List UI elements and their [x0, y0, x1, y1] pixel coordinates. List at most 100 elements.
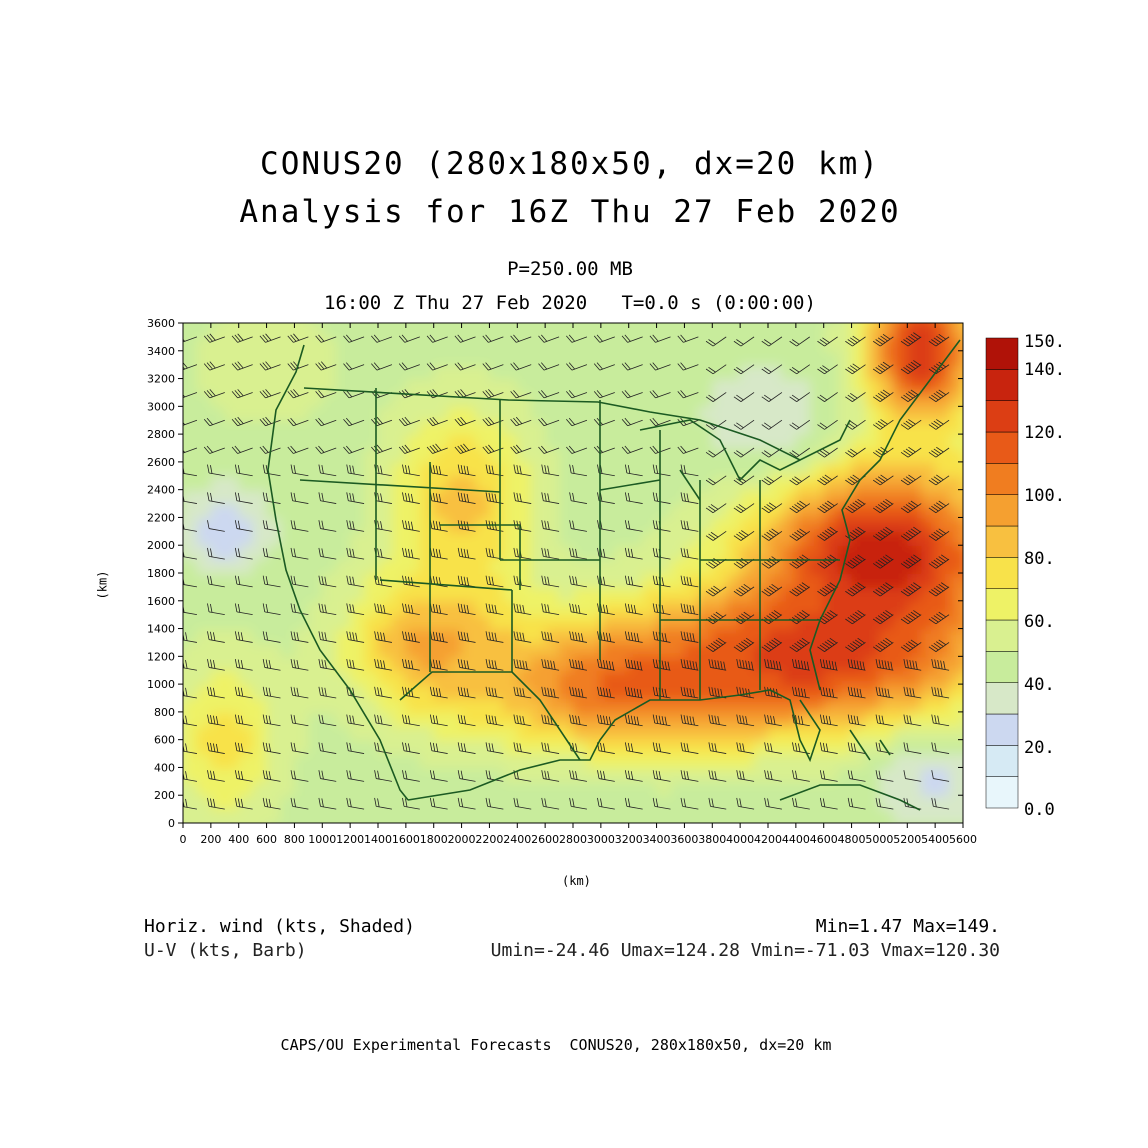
field-cell [656, 323, 672, 324]
field-cell [350, 350, 366, 366]
field-cell [196, 420, 212, 436]
field-cell [781, 461, 797, 477]
field-cell [907, 628, 923, 644]
field-cell [308, 559, 324, 574]
field-cell [809, 698, 825, 713]
field-cell [600, 642, 616, 658]
field-cell [893, 670, 909, 686]
field-cell [196, 725, 212, 741]
west-coast-line [267, 344, 409, 801]
field-cell [252, 350, 268, 366]
field-cell [545, 475, 561, 491]
field-cell [935, 753, 951, 769]
wind-barb [426, 334, 448, 343]
field-cell [657, 295, 672, 310]
wind-barb [817, 474, 838, 486]
field-cell [531, 559, 547, 574]
field-cell [768, 545, 783, 561]
wind-barb [513, 797, 532, 810]
field-cell [545, 614, 561, 630]
field-cell [809, 406, 825, 422]
wind-barb [541, 464, 560, 477]
field-cell [462, 295, 477, 310]
field-cell [475, 392, 491, 408]
x-tick-label: 3600 [670, 833, 698, 846]
field-cell [308, 684, 324, 699]
field-cell [196, 586, 212, 602]
field-cell [907, 642, 923, 658]
field-cell [224, 448, 240, 463]
field-cell [600, 670, 616, 686]
wind-barb [928, 528, 950, 541]
wind-barb [872, 498, 894, 514]
field-cell [475, 767, 491, 783]
wind-barb [847, 658, 866, 671]
field-cell [294, 406, 310, 422]
field-cell [336, 406, 352, 422]
field-cell [935, 336, 951, 352]
field-cell [238, 614, 254, 630]
field-cell [196, 448, 212, 463]
field-cell [559, 739, 574, 755]
wind-barb [541, 742, 560, 754]
field-cell [419, 642, 435, 658]
field-cell [935, 642, 951, 658]
wind-barb [875, 770, 894, 782]
field-cell [280, 489, 296, 505]
field-cell [364, 656, 379, 672]
field-cell [600, 350, 616, 366]
wind-barb [402, 520, 420, 532]
field-cell [600, 586, 616, 602]
wind-barb [183, 390, 198, 399]
field-cell [559, 573, 574, 588]
field-cell [531, 642, 547, 658]
field-cell [726, 573, 742, 588]
field-cell [210, 489, 226, 505]
field-cell [586, 586, 602, 602]
field-cell [851, 392, 867, 408]
field-cell [224, 642, 240, 658]
field-cell [391, 698, 407, 713]
field-cell [754, 323, 769, 338]
field-cell [378, 531, 393, 547]
field-cell [698, 725, 714, 741]
field-cell [475, 545, 491, 561]
field-cell [447, 809, 463, 823]
field-cell [823, 531, 839, 547]
wind-barb [677, 390, 699, 399]
field-cell [447, 545, 463, 561]
field-cell [754, 656, 769, 672]
field-cell [419, 378, 435, 394]
field-cell [224, 586, 240, 602]
field-cell [322, 489, 338, 505]
field-cell [586, 489, 602, 505]
field-cell [475, 559, 491, 574]
wind-barb [569, 547, 587, 560]
field-cell [935, 628, 951, 644]
field-cell [698, 378, 714, 394]
field-cell [559, 489, 574, 505]
field-cell [559, 642, 574, 658]
wind-barb [819, 770, 838, 782]
field-cell [447, 656, 463, 672]
field-cell [252, 586, 268, 602]
field-cell [531, 670, 547, 686]
field-cell [294, 531, 310, 547]
field-cell [851, 614, 867, 630]
field-cell [475, 753, 491, 769]
wind-barb [677, 445, 699, 454]
field-cell [545, 670, 561, 686]
field-cell [183, 434, 198, 449]
field-cell [740, 531, 756, 547]
field-cell [921, 600, 937, 616]
field-cell [475, 323, 491, 338]
field-cell [823, 517, 839, 533]
field-cell [433, 781, 449, 797]
field-cell [698, 545, 714, 561]
field-cell [224, 781, 240, 797]
wind-barb [652, 742, 671, 754]
y-tick-label: 200 [154, 789, 175, 802]
field-cell [628, 809, 644, 823]
field-cell [517, 295, 532, 310]
field-cell [768, 489, 783, 505]
